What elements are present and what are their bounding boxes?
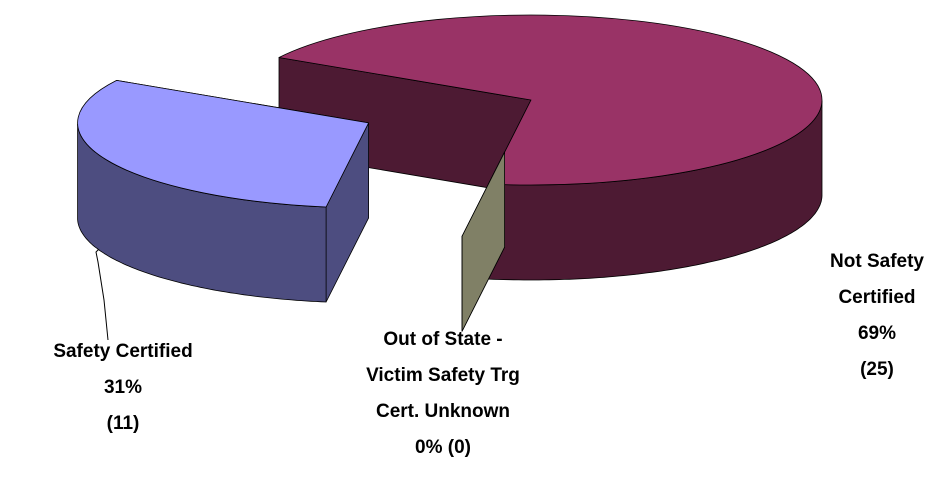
leader-line — [95, 246, 109, 341]
percent-label: 0% — [415, 437, 443, 458]
slice-top — [77, 80, 369, 208]
count-label: (25) — [860, 359, 894, 380]
category-label: Safety Certified — [53, 341, 193, 362]
category-label: Not Safety Certified — [830, 251, 924, 308]
slice-label: Out of State - Victim Safety Trg Cert. U… — [366, 322, 521, 466]
slice-label: Not Safety Certified 69% (25) — [802, 244, 950, 388]
slice-top — [278, 14, 823, 186]
percent-label: 31% — [103, 377, 143, 398]
value-line: 0% (0) — [366, 430, 521, 466]
percent-label: 69% — [857, 323, 897, 344]
count-label: (11) — [106, 413, 140, 434]
count-label: (0) — [447, 437, 471, 458]
slice-label: Safety Certified 31% (11) — [0, 334, 253, 442]
category-label: Out of State - Victim Safety Trg Cert. U… — [366, 329, 520, 422]
